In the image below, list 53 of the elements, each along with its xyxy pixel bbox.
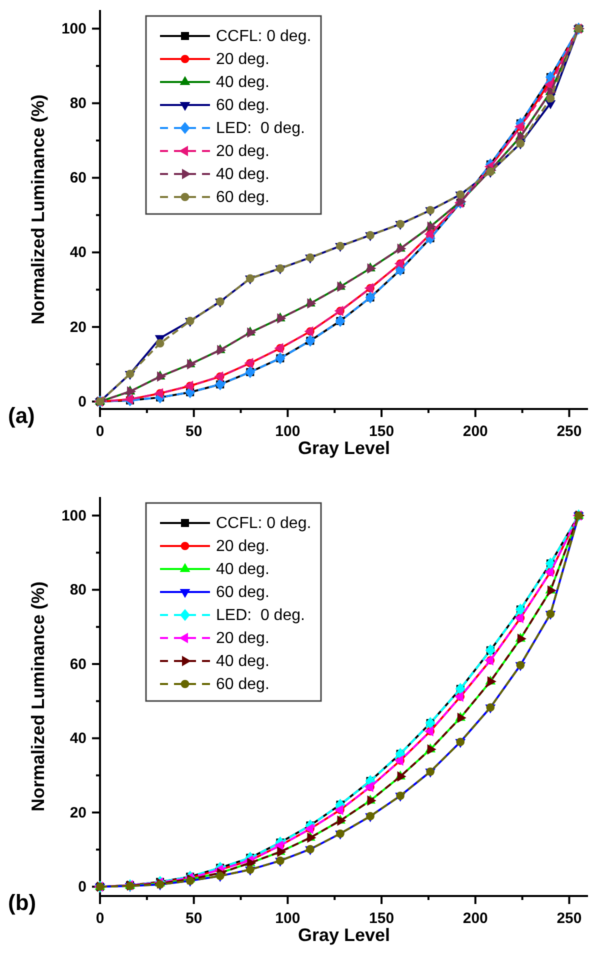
point <box>397 771 406 782</box>
x-axis-title: Gray Level <box>298 925 390 945</box>
legend-label: 40 deg. <box>216 561 270 578</box>
x-tick-label: 50 <box>186 423 202 440</box>
point <box>457 712 466 724</box>
y-axis-title: Normalized Luminance (%) <box>28 94 48 325</box>
y-tick-label: 0 <box>78 878 86 896</box>
legend-label: 60 deg. <box>216 97 270 114</box>
legend-label: 20 deg. <box>216 538 270 555</box>
legend-label: 60 deg. <box>216 189 270 206</box>
legend-label: 40 deg. <box>216 74 270 91</box>
y-tick-label: 80 <box>70 582 86 599</box>
point <box>427 744 436 755</box>
y-tick-label: 100 <box>61 507 86 524</box>
x-tick-label: 100 <box>275 423 300 440</box>
text: (a) <box>8 403 35 428</box>
legend-label: LED: 0 deg. <box>216 120 305 137</box>
legend-label: 20 deg. <box>216 143 270 160</box>
y-tick-label: 20 <box>70 318 86 336</box>
y-tick-label: 80 <box>70 95 86 112</box>
point <box>156 339 164 348</box>
legend-label: LED: 0 deg. <box>216 607 305 624</box>
x-axis-title: Gray Level <box>298 438 390 458</box>
legend-label: CCFL: 0 deg. <box>216 515 312 532</box>
legend-label: 40 deg. <box>216 653 270 670</box>
x-tick-label: 100 <box>275 910 300 927</box>
x-tick-label: 250 <box>556 423 582 440</box>
legend-label: 40 deg. <box>216 166 270 183</box>
x-tick-label: 50 <box>186 910 202 927</box>
x-tick-label: 150 <box>369 423 394 440</box>
x-tick-label: 200 <box>462 910 488 927</box>
legend-label: 60 deg. <box>216 676 270 693</box>
x-tick-label: 250 <box>556 910 582 927</box>
legend-label: 60 deg. <box>216 584 270 601</box>
point <box>367 263 376 274</box>
y-tick-label: 60 <box>70 656 86 673</box>
x-tick-label: 0 <box>96 910 104 927</box>
y-tick-label: 40 <box>70 730 86 748</box>
x-tick-label: 0 <box>96 423 104 440</box>
x-tick-label: 200 <box>462 423 488 440</box>
legend-label: 20 deg. <box>216 630 270 647</box>
y-tick-label: 40 <box>70 244 86 262</box>
y-tick-label: 0 <box>78 393 86 410</box>
point <box>546 94 555 103</box>
point <box>487 676 496 687</box>
y-tick-label: 100 <box>61 20 86 38</box>
x-tick-label: 150 <box>369 910 394 927</box>
legend-label: CCFL: 0 deg. <box>216 28 312 45</box>
y-axis-title: Normalized Luminance (%) <box>28 581 48 812</box>
text: (b) <box>8 890 36 915</box>
y-tick-label: 60 <box>70 170 86 187</box>
y-tick-label: 20 <box>70 804 86 822</box>
legend-label: 20 deg. <box>216 51 270 68</box>
